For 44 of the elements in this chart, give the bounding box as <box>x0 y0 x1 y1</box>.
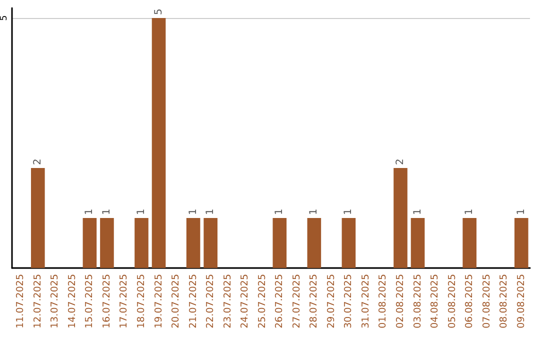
x-tick-label: 17.07.2025 <box>118 274 130 328</box>
data-label: 1 <box>274 208 286 215</box>
x-tick-label: 27.07.2025 <box>291 274 302 328</box>
x-tick-label: 23.07.2025 <box>222 274 234 328</box>
x-tick-label: 13.07.2025 <box>50 274 61 328</box>
x-tick-label: 16.07.2025 <box>101 274 112 328</box>
data-label: 1 <box>343 208 354 215</box>
x-tick-label: 26.07.2025 <box>274 274 286 328</box>
data-label: 1 <box>308 208 320 215</box>
data-label: 1 <box>101 208 112 215</box>
data-label: 1 <box>188 208 199 215</box>
data-label: 2 <box>32 158 44 165</box>
data-label: 2 <box>395 158 406 165</box>
x-tick-label: 14.07.2025 <box>66 274 78 328</box>
data-label: 5 <box>153 8 164 15</box>
x-tick-label: 01.08.2025 <box>378 274 389 328</box>
x-tick-label: 19.07.2025 <box>153 274 164 328</box>
x-tick-label: 20.07.2025 <box>170 274 182 328</box>
x-tick-label: 07.08.2025 <box>481 274 492 328</box>
x-tick-label: 31.07.2025 <box>360 274 372 328</box>
x-tick-label: 09.08.2025 <box>516 274 527 328</box>
x-tick-label: 03.08.2025 <box>412 274 424 328</box>
data-label: 1 <box>205 208 216 215</box>
x-tick-label: 05.08.2025 <box>446 274 458 328</box>
data-label: 1 <box>84 208 96 215</box>
x-tick-label: 02.08.2025 <box>395 274 406 328</box>
x-tick-label: 29.07.2025 <box>326 274 337 328</box>
x-tick-label: 28.07.2025 <box>308 274 320 328</box>
x-tick-label: 04.08.2025 <box>430 274 441 328</box>
x-tick-label: 22.07.2025 <box>205 274 216 328</box>
x-tick-label: 15.07.2025 <box>84 274 96 328</box>
x-tick-label: 30.07.2025 <box>343 274 354 328</box>
x-tick-label: 25.07.2025 <box>256 274 268 328</box>
x-tick-label: 12.07.2025 <box>32 274 44 328</box>
x-tick-label: 11.07.2025 <box>15 274 26 328</box>
data-label: 1 <box>464 208 476 215</box>
x-tick-label: 06.08.2025 <box>464 274 476 328</box>
data-label: 1 <box>136 208 147 215</box>
x-tick-label: 24.07.2025 <box>240 274 251 328</box>
x-tick-label: 18.07.2025 <box>136 274 147 328</box>
data-label: 1 <box>412 208 424 215</box>
x-tick-label: 21.07.2025 <box>188 274 199 328</box>
data-label: 1 <box>516 208 527 215</box>
x-tick-label: 08.08.2025 <box>498 274 510 328</box>
